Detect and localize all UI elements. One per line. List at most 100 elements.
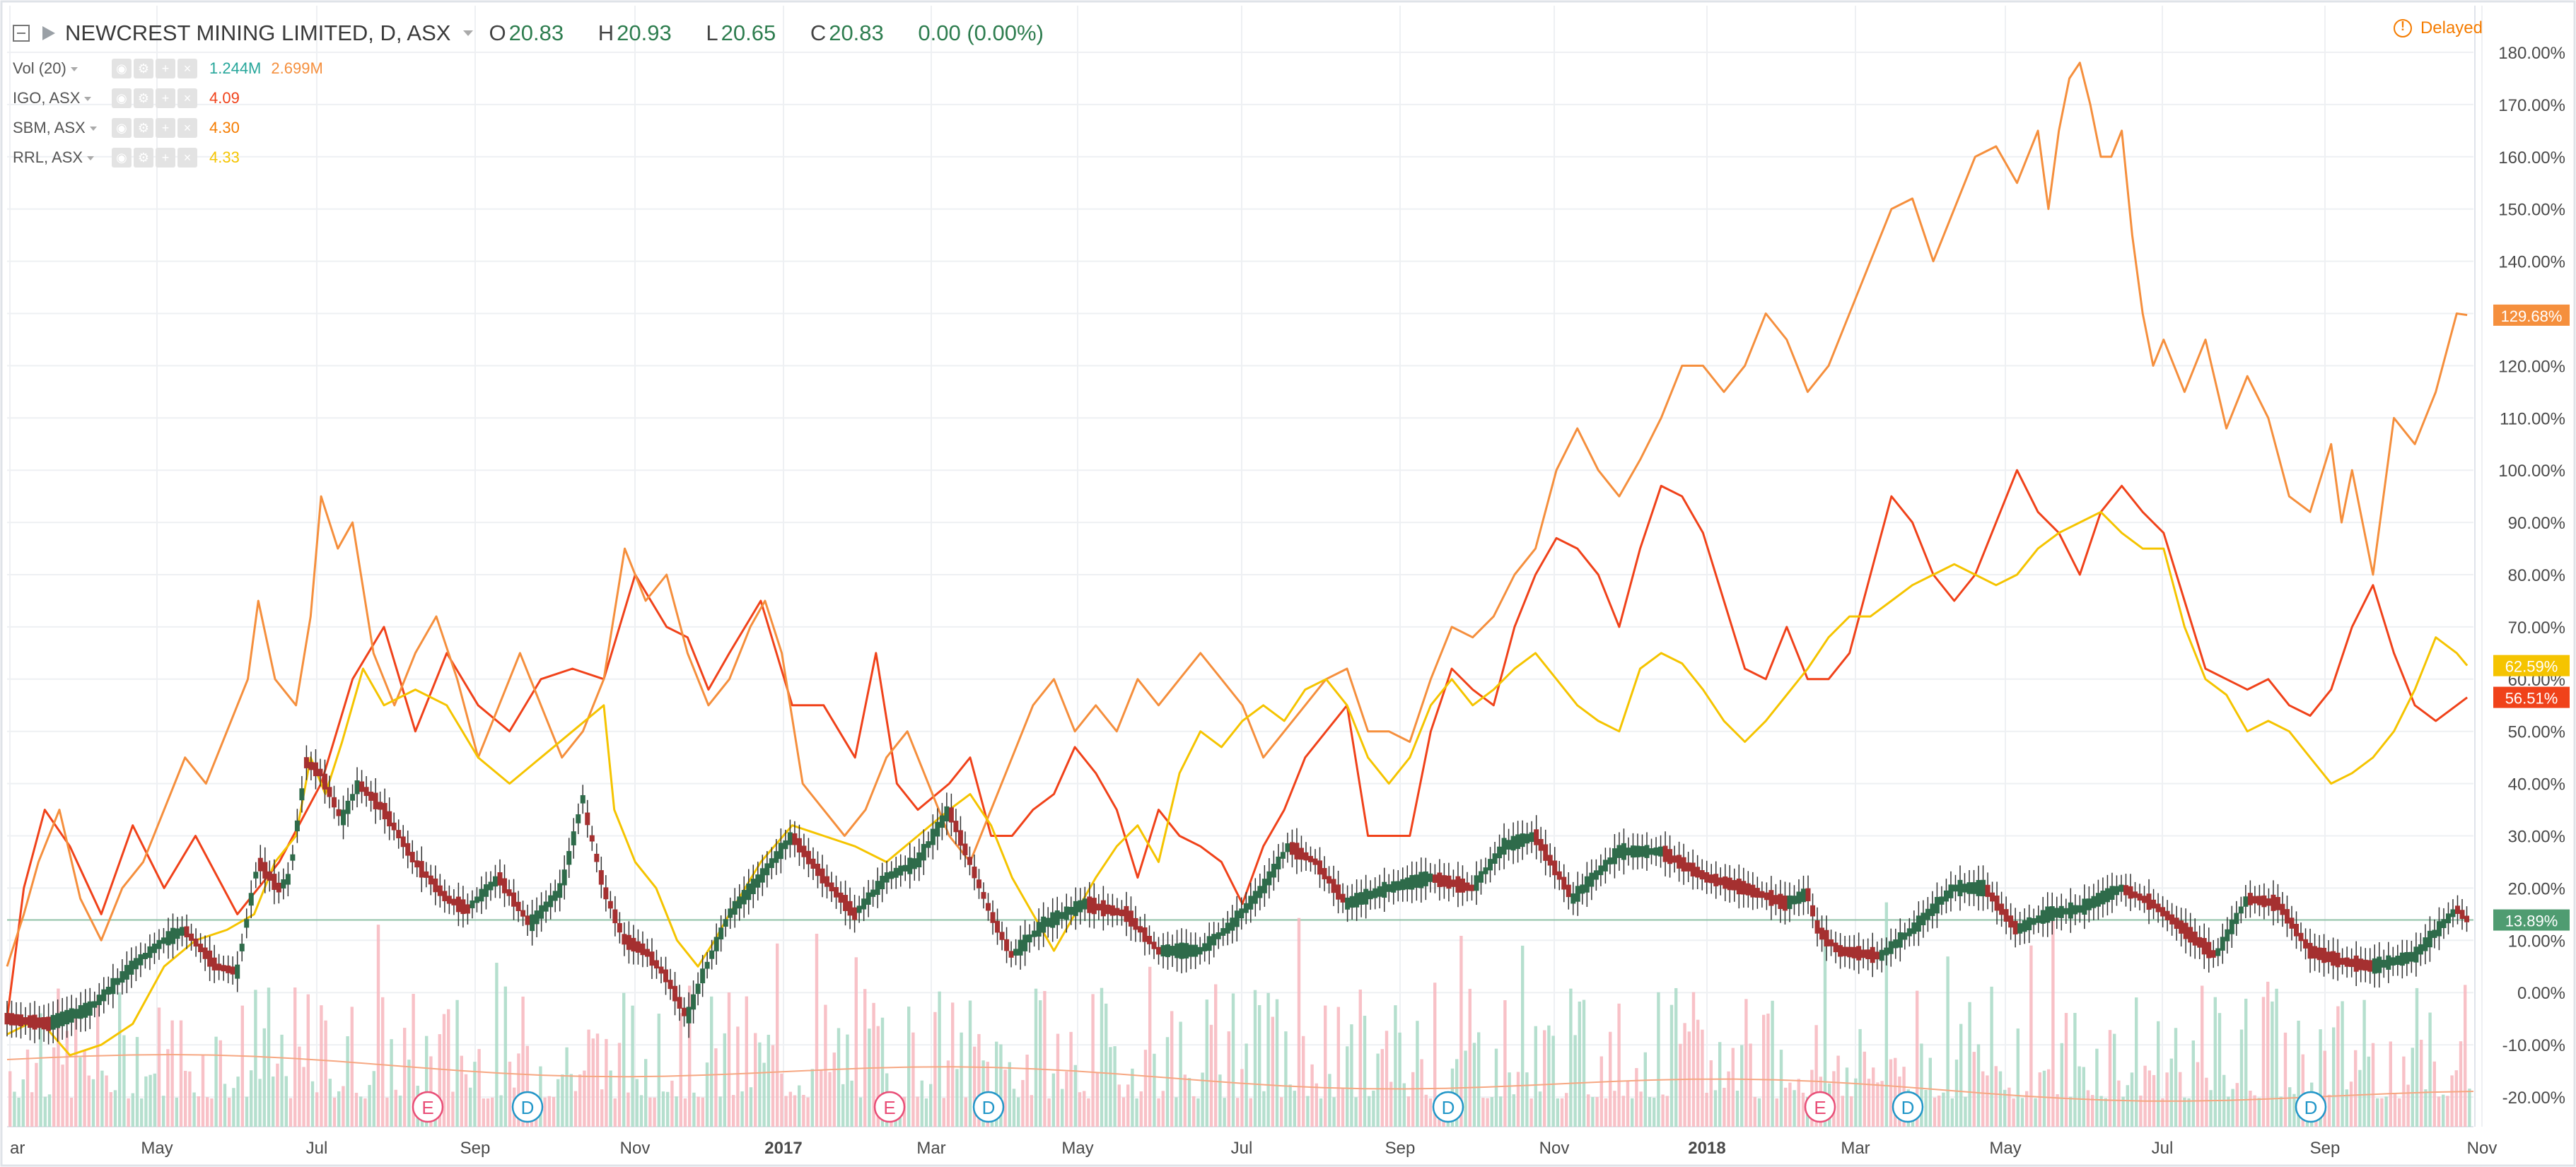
event-marker-dividend[interactable]: D bbox=[1432, 1091, 1464, 1123]
candle bbox=[1437, 872, 1443, 887]
symbol-title[interactable]: NEWCREST MINING LIMITED, D, ASX bbox=[65, 20, 451, 45]
chevron-down-icon[interactable] bbox=[70, 67, 78, 72]
volume-bar bbox=[1981, 1071, 1985, 1127]
event-marker-earnings[interactable]: E bbox=[1804, 1091, 1836, 1123]
volume-bar bbox=[2266, 981, 2270, 1127]
candle bbox=[1041, 916, 1047, 933]
volume-bar bbox=[1315, 1083, 1318, 1127]
candle bbox=[2252, 896, 2258, 904]
indicator-name[interactable]: SBM, ASX bbox=[13, 119, 98, 137]
candle bbox=[1640, 846, 1645, 857]
volume-bar bbox=[83, 1050, 86, 1127]
candle bbox=[2068, 902, 2073, 919]
candle bbox=[2408, 951, 2414, 962]
indicator-row[interactable]: Vol (20) ◉ ⚙ + × 1.244M 2.699M bbox=[13, 54, 1058, 83]
indicator-row[interactable]: SBM, ASX ◉ ⚙ + × 4.30 bbox=[13, 113, 1058, 143]
event-marker-dividend[interactable]: D bbox=[972, 1091, 1005, 1123]
volume-bar bbox=[2042, 1070, 2046, 1127]
candle bbox=[198, 944, 204, 953]
close-icon[interactable]: × bbox=[177, 59, 197, 78]
volume-bar bbox=[1928, 1057, 1932, 1127]
event-marker-earnings[interactable]: E bbox=[873, 1091, 906, 1123]
candle bbox=[1759, 891, 1765, 898]
candle bbox=[741, 889, 747, 905]
indicator-name[interactable]: Vol (20) bbox=[13, 59, 98, 78]
event-marker-dividend[interactable]: D bbox=[511, 1091, 544, 1123]
candle bbox=[1391, 881, 1397, 893]
symbol-row[interactable]: NEWCREST MINING LIMITED, D, ASX O 20.83 H… bbox=[13, 13, 1058, 54]
gear-icon[interactable]: ⚙ bbox=[134, 118, 153, 138]
eye-icon[interactable]: ◉ bbox=[112, 118, 132, 138]
y-tick-label: 170.00% bbox=[2498, 96, 2565, 115]
volume-bar bbox=[1516, 1072, 1520, 1127]
chevron-down-icon[interactable] bbox=[463, 30, 474, 36]
plus-icon[interactable]: + bbox=[156, 148, 175, 168]
volume-bar bbox=[346, 1036, 349, 1127]
candle bbox=[986, 903, 991, 911]
indicator-name[interactable]: RRL, ASX bbox=[13, 148, 98, 167]
event-marker-dividend[interactable]: D bbox=[2295, 1091, 2327, 1123]
candle bbox=[391, 822, 397, 831]
volume-bar bbox=[1039, 1000, 1042, 1127]
delayed-badge[interactable]: Delayed bbox=[2393, 18, 2483, 38]
volume-bar bbox=[451, 1091, 455, 1127]
candle bbox=[1474, 875, 1479, 891]
chevron-down-icon[interactable] bbox=[89, 127, 97, 131]
candle bbox=[359, 781, 365, 792]
candle bbox=[1713, 874, 1719, 886]
candle bbox=[368, 792, 374, 801]
gear-icon[interactable]: ⚙ bbox=[134, 148, 153, 168]
chevron-down-icon[interactable] bbox=[87, 156, 95, 161]
candle bbox=[1409, 874, 1415, 890]
event-marker-dividend[interactable]: D bbox=[1892, 1091, 1924, 1123]
candle bbox=[1050, 912, 1056, 928]
indicator-row[interactable]: RRL, ASX ◉ ⚙ + × 4.33 bbox=[13, 143, 1058, 172]
close-icon[interactable]: × bbox=[177, 118, 197, 138]
volume-bar bbox=[2380, 1098, 2384, 1127]
high-value: 20.93 bbox=[617, 20, 672, 45]
volume-bar bbox=[1894, 1057, 1897, 1127]
volume-bar bbox=[245, 1096, 249, 1127]
volume-bar bbox=[2104, 1098, 2107, 1127]
indicator-row[interactable]: IGO, ASX ◉ ⚙ + × 4.09 bbox=[13, 83, 1058, 113]
collapse-legend-button[interactable] bbox=[13, 25, 30, 42]
close-icon[interactable]: × bbox=[177, 88, 197, 108]
volume-bar bbox=[1494, 1048, 1498, 1127]
indicator-name[interactable]: IGO, ASX bbox=[13, 89, 98, 107]
candle bbox=[2077, 905, 2082, 913]
volume-bar bbox=[938, 991, 941, 1127]
x-tick-label: Jul bbox=[2152, 1139, 2174, 1158]
volume-bar bbox=[688, 985, 692, 1127]
volume-bar bbox=[977, 1033, 981, 1127]
candle bbox=[1211, 934, 1217, 946]
candle bbox=[1423, 871, 1428, 886]
eye-icon[interactable]: ◉ bbox=[112, 148, 132, 168]
volume-bar bbox=[1021, 1079, 1025, 1127]
candle bbox=[2229, 919, 2234, 934]
chevron-down-icon[interactable] bbox=[84, 97, 92, 102]
candle bbox=[1966, 882, 1972, 894]
volume-bar bbox=[2319, 1029, 2322, 1127]
badge-label: 13.89% bbox=[2505, 913, 2558, 930]
volume-bar bbox=[1889, 1059, 1893, 1127]
eye-icon[interactable]: ◉ bbox=[112, 88, 132, 108]
volume-bar bbox=[2376, 1098, 2379, 1127]
close-icon[interactable]: × bbox=[177, 148, 197, 168]
volume-bar bbox=[1214, 984, 1218, 1127]
plus-icon[interactable]: + bbox=[156, 88, 175, 108]
candle bbox=[1778, 893, 1783, 909]
y-tick-label: 90.00% bbox=[2508, 514, 2565, 533]
plus-icon[interactable]: + bbox=[156, 118, 175, 138]
gear-icon[interactable]: ⚙ bbox=[134, 88, 153, 108]
candle bbox=[1851, 946, 1857, 958]
gear-icon[interactable]: ⚙ bbox=[134, 59, 153, 78]
candle bbox=[1018, 939, 1023, 956]
eye-icon[interactable]: ◉ bbox=[112, 59, 132, 78]
event-marker-earnings[interactable]: E bbox=[412, 1091, 444, 1123]
candle bbox=[1529, 832, 1534, 843]
candle bbox=[622, 934, 627, 945]
plus-icon[interactable]: + bbox=[156, 59, 175, 78]
candle bbox=[1626, 848, 1631, 856]
